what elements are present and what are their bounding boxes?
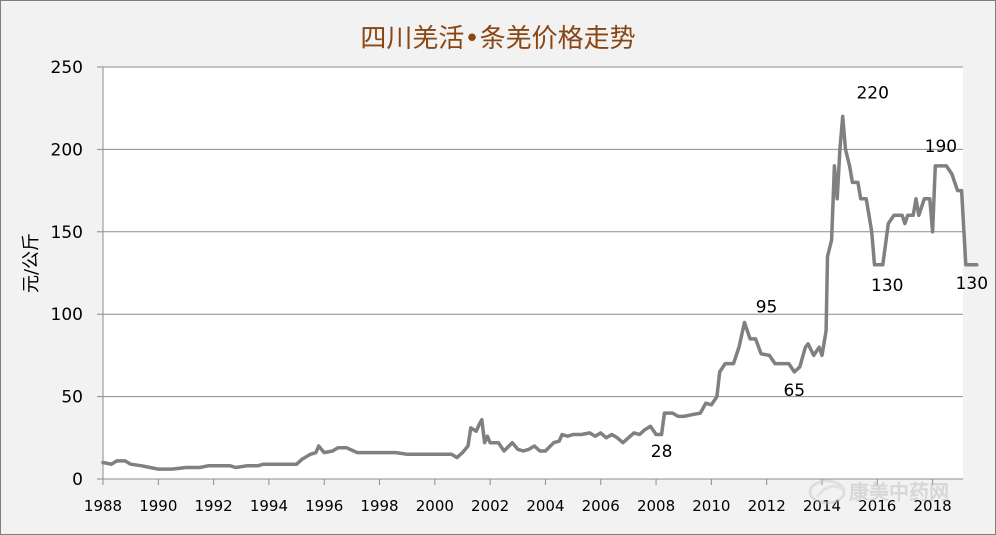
gridlines (97, 66, 963, 485)
y-tick-label: 100 (51, 305, 83, 325)
watermark-logo-icon (808, 479, 846, 505)
data-label: 28 (651, 442, 673, 462)
x-tick-label: 1988 (84, 497, 122, 515)
data-label: 130 (956, 274, 988, 294)
y-axis-ticks: 0 50 100 150 200 250 (51, 58, 83, 490)
x-tick-label: 2016 (858, 497, 896, 515)
y-tick-label: 150 (51, 223, 83, 243)
x-tick-label: 2004 (526, 497, 564, 515)
watermark-name: 康美中药网 (849, 480, 949, 504)
x-tick-label: 2000 (416, 497, 454, 515)
x-tick-label: 2006 (582, 497, 620, 515)
x-tick-label: 2018 (913, 497, 951, 515)
x-tick-label: 2002 (471, 497, 509, 515)
data-label: 190 (925, 137, 957, 157)
x-tick-label: 1994 (250, 497, 288, 515)
plot-area (103, 67, 963, 479)
watermark: 康美中药网 (808, 479, 949, 505)
price-series-line (101, 114, 979, 471)
x-axis-ticks: 1988 1990 1992 1994 1996 1998 2000 2002 2004 2006… (84, 497, 952, 515)
x-tick-label: 1990 (139, 497, 177, 515)
y-tick-label: 0 (72, 470, 83, 490)
data-label: 95 (756, 297, 778, 317)
x-tick-label: 1992 (195, 497, 233, 515)
data-label: 65 (783, 381, 805, 401)
data-labels: 220 190 130 130 95 65 28 (651, 83, 988, 461)
x-tick-label: 1996 (305, 497, 343, 515)
x-tick-label: 2010 (692, 497, 730, 515)
x-tick-label: 2008 (637, 497, 675, 515)
data-label: 220 (856, 83, 888, 103)
y-axis-label: 元/公斤 (21, 233, 42, 293)
chart-title: 四川羌活•条羌价格走势 (360, 24, 635, 54)
y-tick-label: 50 (61, 388, 83, 408)
data-label: 130 (871, 276, 903, 296)
y-tick-label: 200 (51, 140, 83, 160)
x-tick-label: 2012 (748, 497, 786, 515)
y-tick-label: 250 (51, 58, 83, 78)
x-tick-label: 2014 (803, 497, 841, 515)
x-tick-label: 1998 (360, 497, 398, 515)
